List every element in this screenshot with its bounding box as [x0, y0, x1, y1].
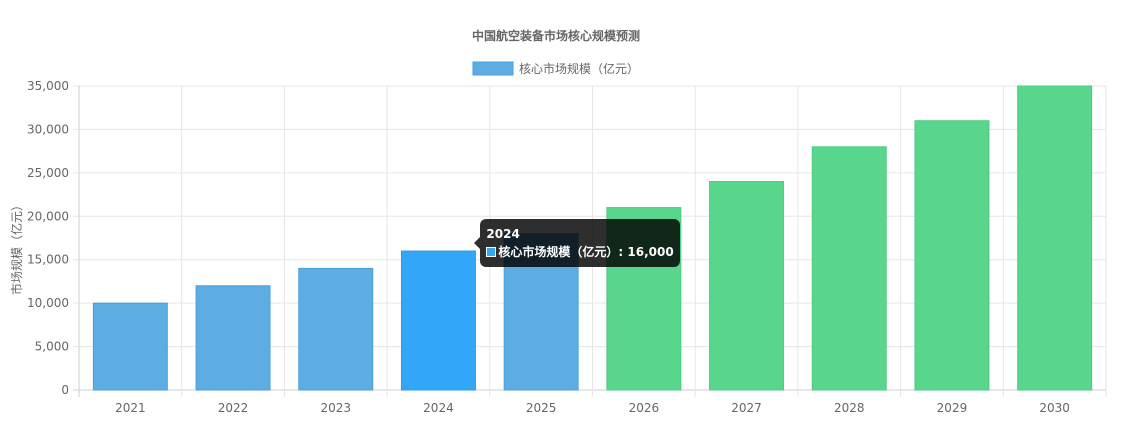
bars [92, 85, 1093, 391]
bar-2021[interactable] [92, 302, 168, 391]
x-tick-label: 2022 [218, 401, 249, 415]
x-tick-label: 2028 [834, 401, 865, 415]
tooltip-caret [474, 237, 481, 250]
x-tick-label: 2023 [320, 401, 351, 415]
legend-label[interactable]: 核心市场规模（亿元） [519, 61, 639, 76]
chart-title: 中国航空装备市场核心规模预测 [472, 28, 640, 43]
x-axis-ticks: 2021 2022 2023 2024 2025 2026 2027 2028 2029 2030 [115, 401, 1070, 415]
y-axis-title: 市场规模（亿元） [9, 199, 24, 295]
x-tick-label: 2021 [115, 401, 146, 415]
x-tick-label: 2027 [731, 401, 762, 415]
y-tick-label: 35,000 [27, 79, 69, 93]
x-tick-label: 2024 [423, 401, 454, 415]
legend[interactable]: 核心市场规模（亿元） [472, 61, 639, 76]
x-tick-label: 2026 [629, 401, 660, 415]
bar-2022[interactable] [195, 285, 271, 391]
y-tick-label: 30,000 [27, 122, 69, 136]
bar-2029[interactable] [914, 120, 990, 391]
tooltip-title: 2024 [486, 227, 520, 242]
bar-2023[interactable] [298, 267, 374, 391]
tooltip-swatch [486, 247, 497, 258]
bar-2024[interactable] [400, 250, 476, 391]
y-tick-label: 20,000 [27, 209, 69, 223]
y-tick-label: 0 [61, 383, 69, 397]
bar-2027[interactable] [709, 181, 785, 391]
y-tick-label: 25,000 [27, 166, 69, 180]
y-axis-ticks: 0 5,000 10,000 15,000 20,000 25,000 30,000 35,0… [27, 79, 69, 397]
legend-swatch[interactable] [472, 61, 514, 76]
x-tick-label: 2025 [526, 401, 557, 415]
y-tick-label: 10,000 [27, 296, 69, 310]
bar-2028[interactable] [811, 146, 887, 391]
tooltip-label: 核心市场规模（亿元）: 16,000 [498, 245, 674, 260]
bar-2030[interactable] [1017, 85, 1093, 391]
y-tick-label: 5,000 [35, 340, 69, 354]
y-tick-label: 15,000 [27, 253, 69, 267]
tooltip: 2024 核心市场规模（亿元）: 16,000 [480, 219, 680, 268]
x-tick-label: 2029 [937, 401, 968, 415]
tooltip-body: 核心市场规模（亿元）: 16,000 [486, 243, 674, 261]
x-tick-label: 2030 [1039, 401, 1070, 415]
